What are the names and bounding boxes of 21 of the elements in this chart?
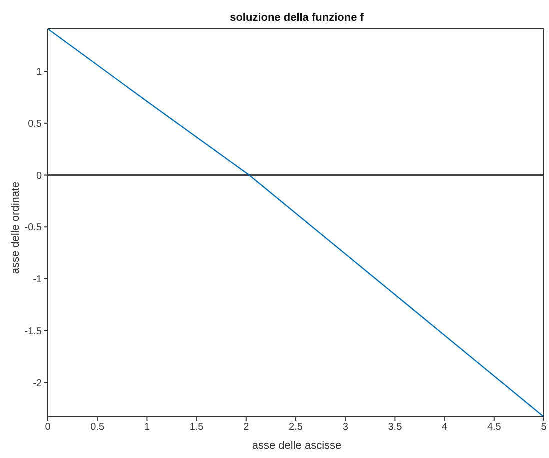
x-tick-label: 4: [442, 422, 448, 434]
x-tick-label: 0: [45, 422, 52, 434]
y-tick-label: -2: [33, 378, 42, 390]
x-tick-label: 5: [541, 422, 548, 434]
y-tick-label: -0.5: [24, 222, 42, 234]
y-tick-label: -1: [33, 274, 42, 286]
x-tick-label: 0.5: [90, 422, 105, 434]
x-tick-label: 4.5: [487, 422, 502, 434]
x-tick-label: 1: [144, 422, 150, 434]
x-tick-label: 3.5: [388, 422, 403, 434]
x-tick-label: 1.5: [190, 422, 204, 434]
x-tick-label: 2: [244, 422, 250, 434]
y-tick-label: -1.5: [24, 326, 42, 338]
x-axis-title: asse delle ascisse: [251, 440, 343, 452]
x-tick-label: 2.5: [289, 422, 304, 434]
x-tick-label: 3: [342, 422, 349, 434]
y-axis-title: asse delle ordinate: [10, 180, 22, 276]
y-tick-label: 0.5: [28, 118, 42, 130]
chart-title: soluzione della funzione f: [229, 12, 365, 24]
y-tick-label: 0: [36, 170, 42, 182]
y-tick-label: 1: [36, 67, 42, 78]
